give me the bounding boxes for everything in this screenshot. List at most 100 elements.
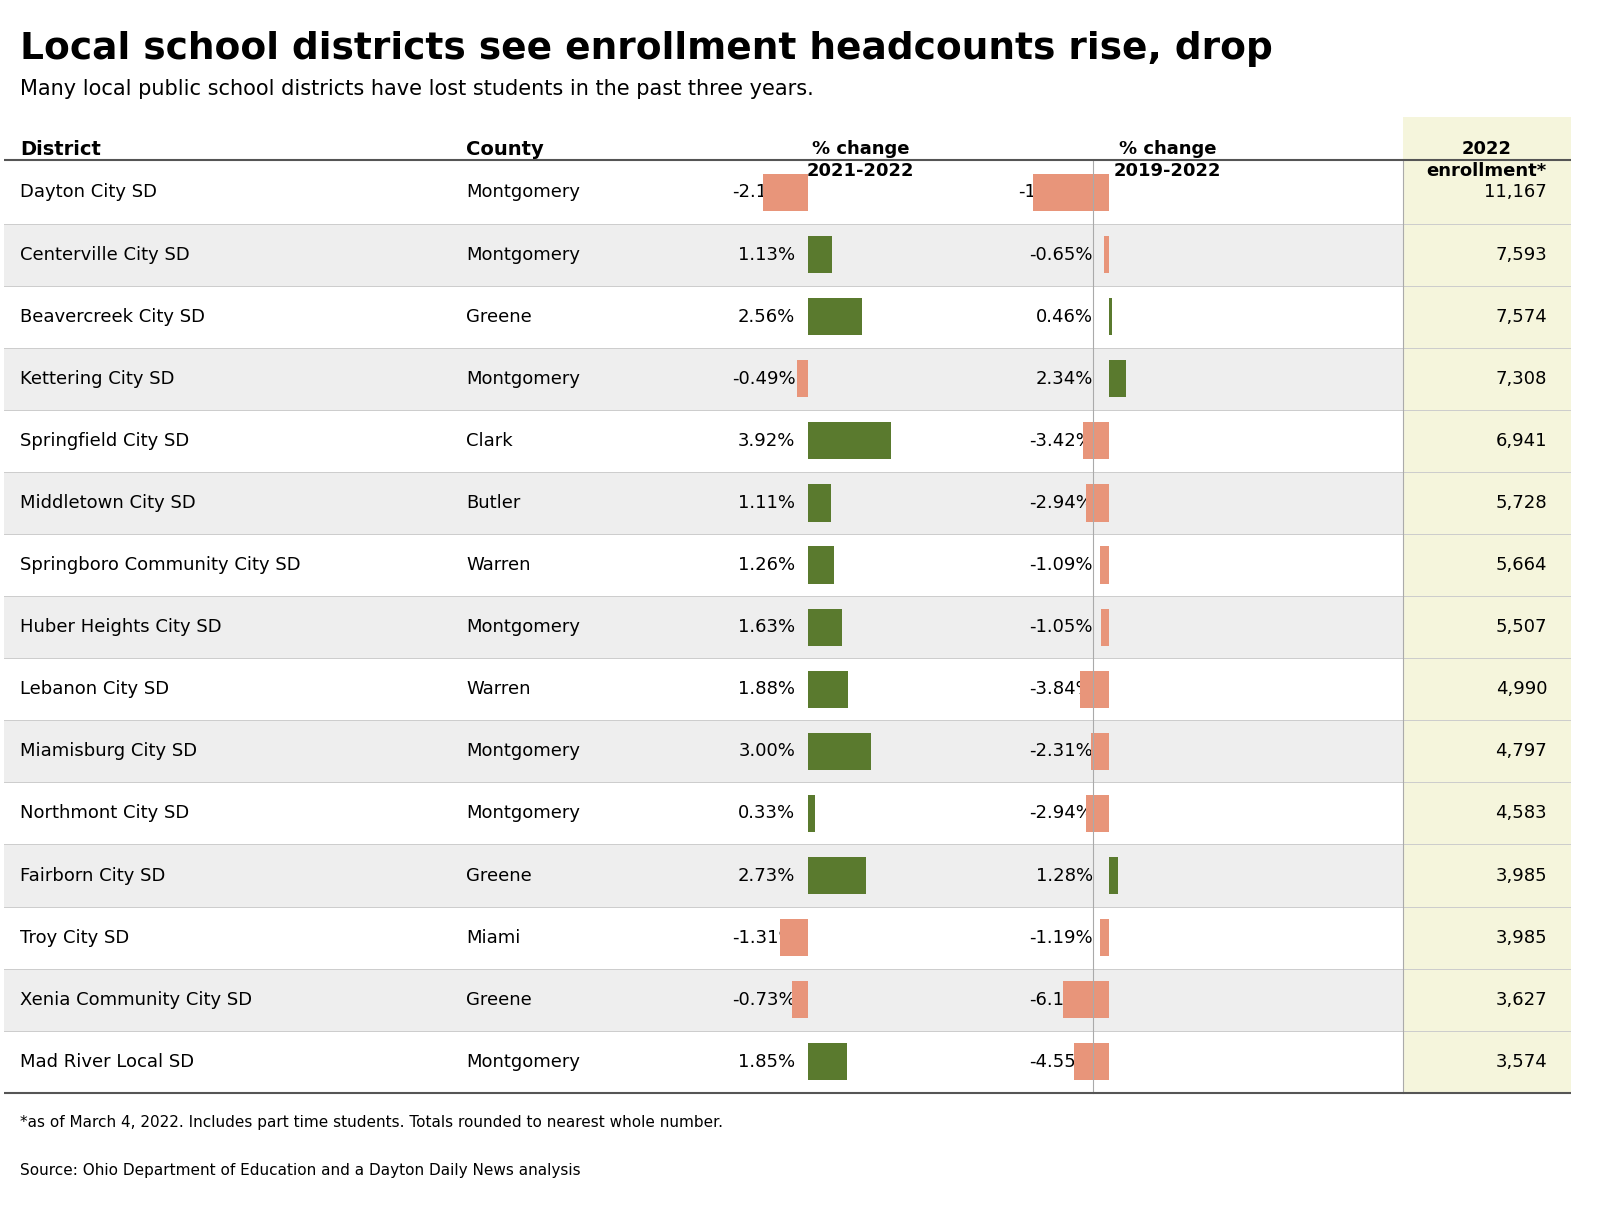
Bar [1032,174,1109,211]
Bar [5,224,1403,285]
Bar [5,162,1403,224]
Bar [808,423,891,459]
Bar [808,609,842,646]
Bar [1091,733,1109,770]
Text: -0.65%: -0.65% [1029,246,1093,263]
Bar [5,1030,1403,1093]
Bar [5,968,1403,1030]
Text: Northmont City SD: Northmont City SD [19,804,189,822]
Bar [797,361,808,397]
Bar [1403,844,1571,906]
Text: Huber Heights City SD: Huber Heights City SD [19,619,221,636]
Bar [1403,162,1571,224]
Text: Greene: Greene [466,866,533,884]
Text: Middletown City SD: Middletown City SD [19,495,195,512]
Text: Source: Ohio Department of Education and a Dayton Daily News analysis: Source: Ohio Department of Education and… [19,1163,581,1178]
Bar [1099,920,1109,956]
Bar [808,298,862,335]
Text: 7,593: 7,593 [1496,246,1547,263]
Text: % change
2021-2022: % change 2021-2022 [806,140,914,180]
Text: 7,574: 7,574 [1496,308,1547,325]
Bar [1403,409,1571,471]
Text: 1.88%: 1.88% [738,680,795,698]
Text: Miamisburg City SD: Miamisburg City SD [19,742,197,760]
Text: Dayton City SD: Dayton City SD [19,184,157,201]
Text: -0.73%: -0.73% [731,990,795,1009]
Text: Clark: Clark [466,432,514,449]
Text: Centerville City SD: Centerville City SD [19,246,189,263]
Bar [1403,906,1571,968]
Bar [808,485,832,521]
Bar [808,733,872,770]
Text: 1.63%: 1.63% [738,619,795,636]
Text: 0.46%: 0.46% [1035,308,1093,325]
Text: -10.08%: -10.08% [1018,184,1093,201]
Bar [1403,347,1571,409]
Text: -2.94%: -2.94% [1029,804,1093,822]
Bar [5,347,1403,409]
Bar [5,285,1403,347]
Bar [1101,609,1109,646]
Text: 1.85%: 1.85% [738,1052,795,1071]
Text: 0.33%: 0.33% [738,804,795,822]
Bar [5,844,1403,906]
Text: Local school districts see enrollment headcounts rise, drop: Local school districts see enrollment he… [19,30,1272,67]
Text: -1.19%: -1.19% [1029,928,1093,946]
Text: Beavercreek City SD: Beavercreek City SD [19,308,205,325]
Text: -0.49%: -0.49% [731,370,795,387]
Bar [1403,1030,1571,1093]
Text: 3,985: 3,985 [1496,866,1547,884]
Text: -2.10%: -2.10% [731,184,795,201]
Text: 5,728: 5,728 [1496,495,1547,512]
Text: -3.84%: -3.84% [1029,680,1093,698]
Bar [808,547,835,583]
Text: County: County [466,140,544,158]
Text: Lebanon City SD: Lebanon City SD [19,680,170,698]
Text: Springboro Community City SD: Springboro Community City SD [19,557,301,574]
Bar [1403,471,1571,533]
Bar [1403,658,1571,720]
Text: 1.11%: 1.11% [738,495,795,512]
Text: 2.73%: 2.73% [738,866,795,884]
Bar [1083,423,1109,459]
Text: 6,941: 6,941 [1496,432,1547,449]
Text: 1.26%: 1.26% [738,557,795,574]
Text: 3,574: 3,574 [1496,1052,1547,1071]
Text: Montgomery: Montgomery [466,619,581,636]
Text: Montgomery: Montgomery [466,246,581,263]
Text: 3.92%: 3.92% [738,432,795,449]
Bar [1074,1043,1109,1080]
Text: Montgomery: Montgomery [466,742,581,760]
Text: 1.13%: 1.13% [738,246,795,263]
Text: -2.94%: -2.94% [1029,495,1093,512]
Text: Troy City SD: Troy City SD [19,928,130,946]
Text: 1.28%: 1.28% [1035,866,1093,884]
Text: 11,167: 11,167 [1485,184,1547,201]
Text: 3,985: 3,985 [1496,928,1547,946]
Text: 5,664: 5,664 [1496,557,1547,574]
Bar [808,795,814,832]
Text: Montgomery: Montgomery [466,1052,581,1071]
Text: Springfield City SD: Springfield City SD [19,432,189,449]
Text: *as of March 4, 2022. Includes part time students. Totals rounded to nearest who: *as of March 4, 2022. Includes part time… [19,1114,723,1129]
Bar [1403,117,1571,1093]
Bar [5,906,1403,968]
Bar [792,980,808,1018]
Bar [1403,596,1571,658]
Text: Montgomery: Montgomery [466,184,581,201]
Text: 7,308: 7,308 [1496,370,1547,387]
Bar [1403,968,1571,1030]
Bar [1403,285,1571,347]
Text: -1.09%: -1.09% [1029,557,1093,574]
Bar [1086,485,1109,521]
Text: % change
2019-2022: % change 2019-2022 [1114,140,1221,180]
Text: District: District [19,140,101,158]
Text: 2022
enrollment*: 2022 enrollment* [1427,140,1547,180]
Bar [1403,224,1571,285]
Bar [1109,857,1118,894]
Bar [1104,236,1109,273]
Bar [1086,795,1109,832]
Text: Miami: Miami [466,928,520,946]
Bar [808,857,866,894]
Bar [1080,671,1109,708]
